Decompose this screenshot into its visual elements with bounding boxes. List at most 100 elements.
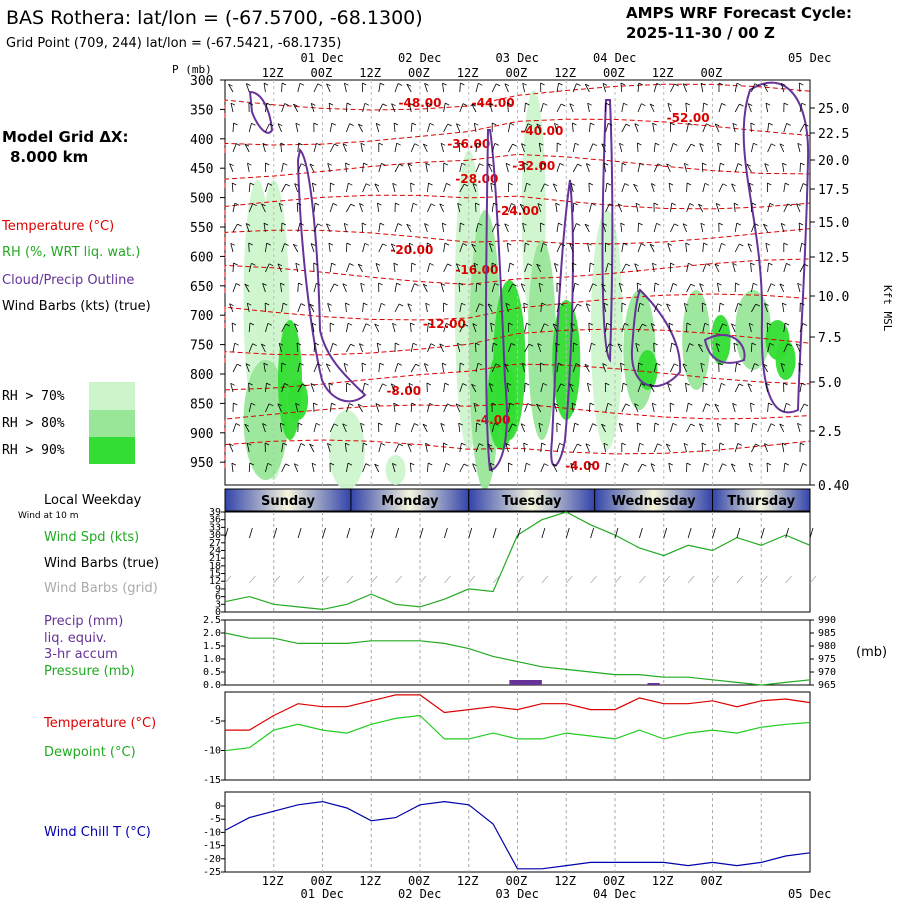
wind-barb [587, 383, 590, 393]
wind-barb [248, 263, 252, 273]
wind-barb-flag [511, 343, 516, 346]
wind-barb [798, 82, 801, 93]
wind-barb-flag [415, 363, 420, 367]
wind-barb [378, 163, 382, 173]
wind-barb-flag [395, 202, 400, 206]
wind-barb-flag [233, 402, 238, 406]
wind-barb [406, 83, 412, 93]
wind-barb [764, 443, 768, 453]
wind-barb-flag [606, 322, 611, 326]
wind-barb-flag [231, 322, 237, 326]
wind-barb [491, 203, 494, 213]
wind-barb-flag [704, 322, 709, 326]
wind-barb [637, 362, 639, 373]
wind-barb [589, 262, 591, 273]
wind-barb [490, 183, 493, 193]
wind-barb [427, 343, 432, 353]
wind-barb-flag [736, 82, 742, 86]
wind-barb [570, 323, 574, 333]
wind-barb-flag [310, 383, 316, 386]
wind-barb [588, 462, 590, 473]
wind-barb [524, 183, 527, 193]
wind-barb-flag [249, 462, 254, 466]
wind-barb-flag [314, 342, 320, 346]
wind-barb [540, 163, 543, 173]
wind-barb-flag [569, 243, 574, 247]
wind-barb-flag [317, 363, 322, 367]
wind-barb-flag [601, 283, 606, 287]
wind-barb [554, 263, 558, 273]
wind-barb [394, 303, 400, 313]
wind-barb [685, 102, 687, 113]
wind-barb [232, 423, 237, 433]
wind-barb-flag [797, 422, 802, 426]
wind-barb-flag [479, 443, 484, 446]
wind-barb [358, 123, 363, 133]
wind-barb-flag [309, 163, 315, 167]
wind-barb-flag [285, 463, 290, 467]
wind-barb-flag [766, 322, 772, 326]
wind-barb [751, 83, 756, 93]
wind-barb [686, 263, 689, 273]
wind-barb-flag [783, 102, 789, 106]
wind-barb [585, 163, 590, 173]
axis-tick-label: 39 [209, 507, 221, 518]
bottom-time-tick-label: 12Z [554, 874, 576, 888]
wind-barb [605, 203, 610, 213]
wind-barb-flag [316, 282, 321, 286]
pressure-tick-label: 400 [190, 133, 213, 148]
wind-barb [281, 82, 283, 93]
wind-height-label: Wind at 10 m [18, 511, 78, 521]
wind-barb [329, 283, 335, 293]
wind-barb [277, 123, 282, 133]
wind-barb-flag [327, 443, 332, 446]
wind-barb [295, 263, 299, 273]
wind-barb [310, 243, 315, 253]
wind-barb-flag [458, 422, 463, 426]
wind-barb-flag [445, 462, 451, 466]
wind-barb [702, 123, 707, 133]
wind-barb [422, 283, 428, 293]
wind-barb-flag [682, 363, 688, 367]
wind-barb [617, 203, 623, 213]
wind-barb [700, 83, 704, 93]
wind-barb [670, 343, 673, 353]
wind-barb-flag [787, 203, 792, 207]
wind-barb-flag [653, 202, 659, 206]
wind-barb-flag [409, 242, 414, 246]
wind-barb [427, 183, 429, 193]
wind-barb-flag [512, 423, 517, 427]
wind-barb [423, 363, 428, 373]
wind-barb [505, 443, 509, 453]
surface-wind-barb [224, 527, 229, 539]
wind-barb-flag [686, 182, 692, 186]
pressure-tick-label: 300 [190, 74, 213, 89]
height-tick-label: 5.0 [818, 376, 841, 391]
wind-barb [377, 203, 380, 213]
axis-tick-label: 0 [215, 801, 221, 812]
wind-barb-flag [737, 303, 743, 306]
wind-barb [346, 123, 350, 133]
wind-barb-flag [252, 203, 257, 207]
wind-barb-flag [281, 82, 287, 86]
wind-barb [767, 423, 772, 433]
wind-barb [328, 103, 331, 113]
wind-barb [553, 403, 558, 413]
wind-barb-flag [541, 162, 547, 166]
wind-barb-flag [447, 263, 452, 267]
grid-wind-barb [639, 575, 646, 584]
wind-barb-flag [504, 223, 509, 227]
wind-barb-flag [490, 462, 495, 466]
height-axis-label: Kft MSL [881, 285, 894, 332]
wind-barb [734, 103, 740, 113]
wind-barb-flag [505, 302, 511, 306]
grid-wind-barb [785, 575, 792, 584]
wind-barb [584, 83, 590, 93]
wind-barb-flag [263, 82, 269, 86]
wind-barb-flag [751, 202, 757, 206]
wind-barb [730, 463, 736, 473]
wind-barb-flag [489, 383, 494, 386]
weekday-label: Wednesday [612, 494, 696, 509]
wind-barb [605, 343, 610, 353]
wind-barb-flag [300, 303, 306, 306]
